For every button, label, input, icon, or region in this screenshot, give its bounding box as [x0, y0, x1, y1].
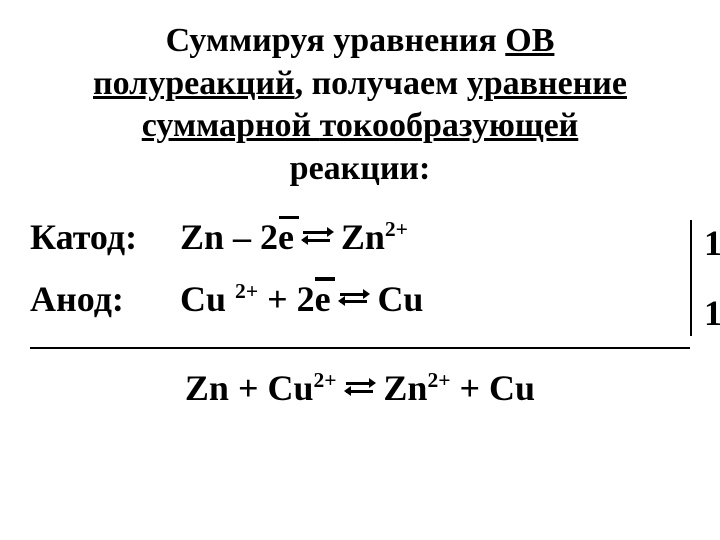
title-underline: полуреакций	[93, 65, 295, 102]
coefficient: 1	[704, 292, 720, 334]
equations-column: Катод: Zn – 2e Zn2+ Анод: Cu 2+ + 2e Cu	[30, 218, 682, 341]
eq-text: Zn + Cu	[185, 368, 314, 408]
cathode-row: Катод: Zn – 2e Zn2+	[30, 218, 682, 258]
title-underline: токообразующей	[320, 107, 579, 144]
title-part: реакции:	[290, 150, 431, 187]
superscript: 2+	[385, 217, 408, 241]
title-part: Суммируя уравнения	[166, 22, 506, 59]
equilibrium-arrow-icon	[303, 218, 332, 254]
title-underline: суммарной	[142, 107, 320, 144]
cathode-equation: Zn – 2e Zn2+	[180, 218, 408, 258]
superscript: 2+	[313, 368, 336, 392]
eq-text: Zn	[374, 368, 427, 408]
reactions-block: Катод: Zn – 2e Zn2+ Анод: Cu 2+ + 2e Cu …	[30, 218, 690, 341]
divider	[30, 347, 690, 349]
eq-text: – 2	[224, 217, 278, 257]
eq-text: + Cu	[451, 368, 536, 408]
overall-equation: Zn + Cu2+ Zn2+ + Cu	[30, 367, 690, 409]
equilibrium-arrow-icon	[346, 370, 375, 406]
electron-symbol: e	[278, 218, 294, 258]
eq-text: Zn	[332, 217, 385, 257]
anode-equation: Cu 2+ + 2e Cu	[180, 280, 423, 320]
anode-label: Анод:	[30, 280, 180, 320]
vertical-bar-icon	[690, 220, 692, 336]
eq-text: Cu	[368, 279, 423, 319]
cathode-label: Катод:	[30, 218, 180, 258]
slide: Суммируя уравнения ОВ полуреакций, получ…	[0, 0, 720, 540]
superscript: 2+	[235, 279, 258, 303]
slide-title: Суммируя уравнения ОВ полуреакций, получ…	[30, 20, 690, 190]
anode-row: Анод: Cu 2+ + 2e Cu	[30, 280, 682, 320]
eq-text: Zn	[180, 217, 224, 257]
title-underline: ОВ	[505, 22, 554, 59]
electron-symbol: e	[315, 280, 331, 320]
title-underline: уравнение	[467, 65, 627, 102]
eq-text: + 2	[258, 279, 315, 319]
coefficient: 1	[704, 222, 720, 264]
equilibrium-arrow-icon	[340, 280, 369, 316]
eq-text: Cu	[180, 279, 235, 319]
superscript: 2+	[427, 368, 450, 392]
title-part: , получаем	[295, 65, 467, 102]
